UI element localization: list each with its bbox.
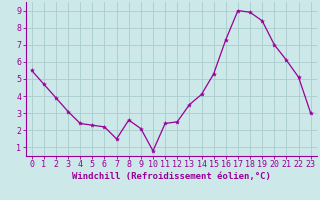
X-axis label: Windchill (Refroidissement éolien,°C): Windchill (Refroidissement éolien,°C) [72, 172, 271, 181]
